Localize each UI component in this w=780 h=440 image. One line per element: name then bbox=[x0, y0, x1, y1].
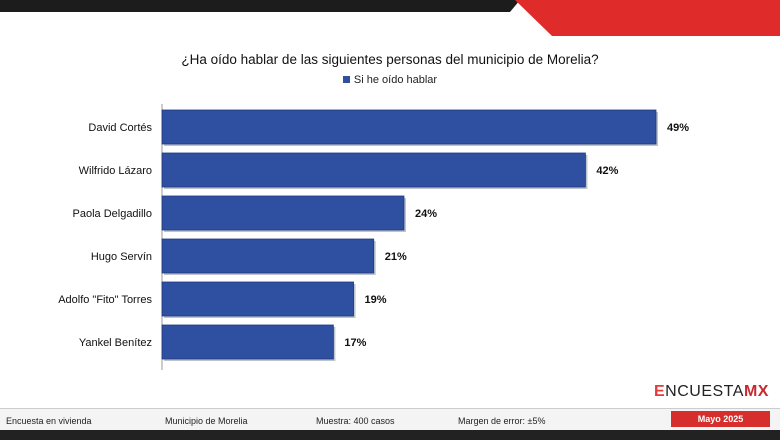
legend-label: Si he oído hablar bbox=[353, 74, 438, 86]
bar bbox=[161, 324, 334, 360]
footer-sample: Muestra: 400 casos bbox=[316, 416, 395, 426]
data-label: 42% bbox=[596, 165, 618, 177]
chart-title: ¿Ha oído hablar de las siguientes person… bbox=[181, 52, 599, 67]
data-label: 21% bbox=[385, 251, 407, 263]
bar bbox=[161, 152, 586, 188]
encuestamx-logo: ENCUESTAMX bbox=[654, 383, 769, 400]
legend-swatch bbox=[342, 75, 350, 83]
bottom-strip bbox=[0, 430, 780, 440]
bar bbox=[161, 195, 405, 231]
footer-date: Mayo 2025 bbox=[671, 411, 770, 427]
data-label: 49% bbox=[667, 122, 689, 134]
bar-chart: David Cortés 49% Wilfrido Lázaro 42% Paola D… bbox=[58, 104, 689, 370]
bar bbox=[161, 238, 375, 274]
data-label: 17% bbox=[344, 337, 366, 349]
legend: Si he oído hablar bbox=[0, 74, 780, 86]
footer-method: Encuesta en vivienda bbox=[6, 416, 92, 426]
category-label: Yankel Benítez bbox=[79, 337, 152, 349]
footer-place: Municipio de Morelia bbox=[165, 416, 248, 426]
top-banner-dark bbox=[0, 0, 520, 12]
category-label: Paola Delgadillo bbox=[73, 208, 153, 220]
footer-error: Margen de error: ±5% bbox=[458, 416, 546, 426]
top-banner-red bbox=[515, 0, 780, 36]
data-label: 19% bbox=[365, 294, 387, 306]
data-label: 24% bbox=[415, 208, 437, 220]
category-label: Wilfrido Lázaro bbox=[79, 165, 152, 177]
bar bbox=[161, 281, 354, 317]
bar bbox=[161, 109, 657, 145]
category-label: David Cortés bbox=[88, 122, 152, 134]
footer-bar: Encuesta en vivienda Municipio de Moreli… bbox=[0, 408, 780, 431]
top-banner bbox=[0, 0, 780, 36]
category-label: Hugo Servín bbox=[91, 251, 152, 263]
category-label: Adolfo "Fito" Torres bbox=[58, 294, 152, 306]
